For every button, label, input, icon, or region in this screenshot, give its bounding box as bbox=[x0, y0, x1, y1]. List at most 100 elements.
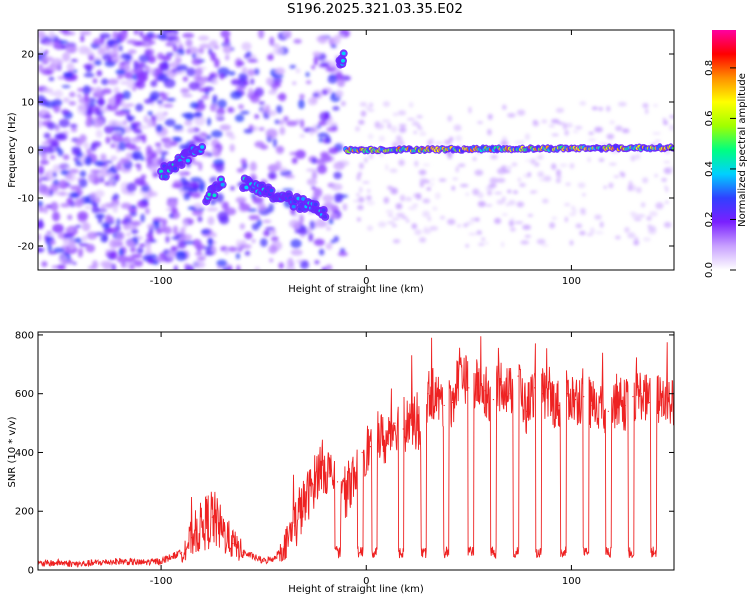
noise-blob bbox=[290, 238, 302, 249]
noise-blob bbox=[77, 251, 83, 258]
colorbar-gradient bbox=[712, 30, 736, 270]
noise-blob bbox=[305, 80, 312, 85]
noise-blob bbox=[569, 162, 575, 169]
noise-blob bbox=[640, 202, 646, 208]
noise-blob bbox=[137, 73, 148, 83]
noise-blob bbox=[230, 90, 242, 100]
noise-blob bbox=[257, 202, 266, 212]
noise-blob bbox=[155, 124, 163, 133]
noise-blob bbox=[96, 70, 103, 77]
noise-blob bbox=[502, 104, 507, 110]
noise-blob bbox=[126, 143, 137, 150]
noise-blob bbox=[127, 49, 137, 54]
noise-blob bbox=[434, 141, 444, 145]
noise-blob bbox=[586, 233, 594, 236]
snr-point bbox=[574, 398, 577, 401]
noise-blob bbox=[134, 163, 142, 167]
noise-blob bbox=[642, 177, 649, 184]
noise-blob bbox=[165, 35, 177, 42]
noise-blob bbox=[313, 238, 325, 246]
noise-blob bbox=[154, 257, 165, 262]
noise-blob bbox=[112, 31, 119, 40]
noise-blob bbox=[510, 217, 515, 221]
noise-blob bbox=[333, 161, 345, 171]
noise-blob bbox=[151, 118, 157, 127]
noise-blob bbox=[49, 154, 56, 160]
trace-point bbox=[212, 193, 217, 198]
noise-blob bbox=[599, 221, 604, 228]
noise-blob bbox=[207, 152, 213, 157]
x-tick-label: -100 bbox=[150, 576, 173, 587]
colorbar-tick-label: 0.6 bbox=[704, 110, 715, 126]
noise-blob bbox=[38, 47, 44, 52]
snr-x-ticks: -100 0 100 bbox=[150, 332, 581, 587]
noise-blob bbox=[49, 183, 59, 192]
noise-blob bbox=[164, 118, 176, 127]
noise-blob bbox=[312, 192, 320, 200]
noise-blob bbox=[375, 121, 381, 126]
noise-blob bbox=[265, 128, 278, 139]
noise-blob bbox=[392, 112, 399, 117]
noise-blob bbox=[247, 58, 259, 63]
noise-blob bbox=[507, 113, 516, 118]
noise-blob bbox=[84, 156, 93, 166]
noise-blob bbox=[123, 119, 128, 126]
noise-blob bbox=[240, 244, 252, 249]
noise-blob bbox=[181, 187, 193, 191]
noise-blob bbox=[669, 115, 674, 119]
snr-point bbox=[517, 375, 519, 377]
noise-blob bbox=[96, 196, 101, 204]
noise-blob bbox=[412, 203, 419, 207]
noise-blob bbox=[38, 247, 45, 253]
noise-blob bbox=[377, 221, 387, 228]
noise-blob bbox=[382, 101, 391, 107]
noise-blob bbox=[434, 192, 441, 200]
spectrogram-noise bbox=[38, 30, 674, 270]
noise-blob bbox=[642, 237, 651, 242]
noise-blob bbox=[634, 218, 642, 221]
noise-blob bbox=[74, 159, 82, 164]
noise-blob bbox=[477, 121, 484, 124]
noise-blob bbox=[487, 128, 492, 136]
noise-blob bbox=[212, 94, 218, 101]
noise-blob bbox=[184, 120, 193, 126]
noise-blob bbox=[452, 177, 458, 180]
noise-blob bbox=[285, 259, 294, 265]
snr-point bbox=[369, 445, 371, 448]
noise-blob bbox=[367, 109, 375, 112]
noise-blob bbox=[564, 216, 568, 223]
noise-blob bbox=[587, 157, 591, 163]
noise-blob bbox=[263, 230, 271, 237]
noise-blob bbox=[325, 135, 331, 144]
noise-blob bbox=[207, 216, 215, 226]
noise-blob bbox=[459, 184, 469, 188]
noise-blob bbox=[568, 212, 576, 217]
y-tick-label: 0 bbox=[28, 146, 34, 157]
noise-blob bbox=[284, 174, 295, 179]
noise-blob bbox=[249, 161, 257, 172]
noise-blob bbox=[299, 93, 305, 100]
noise-blob bbox=[367, 133, 374, 140]
noise-blob bbox=[157, 72, 168, 78]
noise-blob bbox=[191, 58, 202, 66]
noise-blob bbox=[308, 232, 314, 242]
noise-blob bbox=[86, 115, 93, 122]
noise-blob bbox=[358, 162, 364, 170]
noise-blob bbox=[406, 118, 416, 121]
noise-blob bbox=[617, 102, 627, 107]
noise-blob bbox=[289, 64, 297, 69]
noise-blob bbox=[110, 143, 116, 149]
noise-blob bbox=[468, 106, 472, 114]
noise-blob bbox=[317, 132, 329, 138]
noise-blob bbox=[145, 242, 152, 249]
noise-blob bbox=[313, 55, 319, 65]
noise-blob bbox=[94, 107, 102, 117]
noise-blob bbox=[500, 140, 509, 146]
snr-point bbox=[615, 398, 618, 401]
snr-point bbox=[566, 393, 568, 395]
trace-point bbox=[291, 204, 296, 209]
noise-blob bbox=[551, 216, 557, 220]
noise-blob bbox=[392, 238, 401, 244]
noise-blob bbox=[477, 200, 486, 208]
noise-blob bbox=[358, 196, 365, 203]
